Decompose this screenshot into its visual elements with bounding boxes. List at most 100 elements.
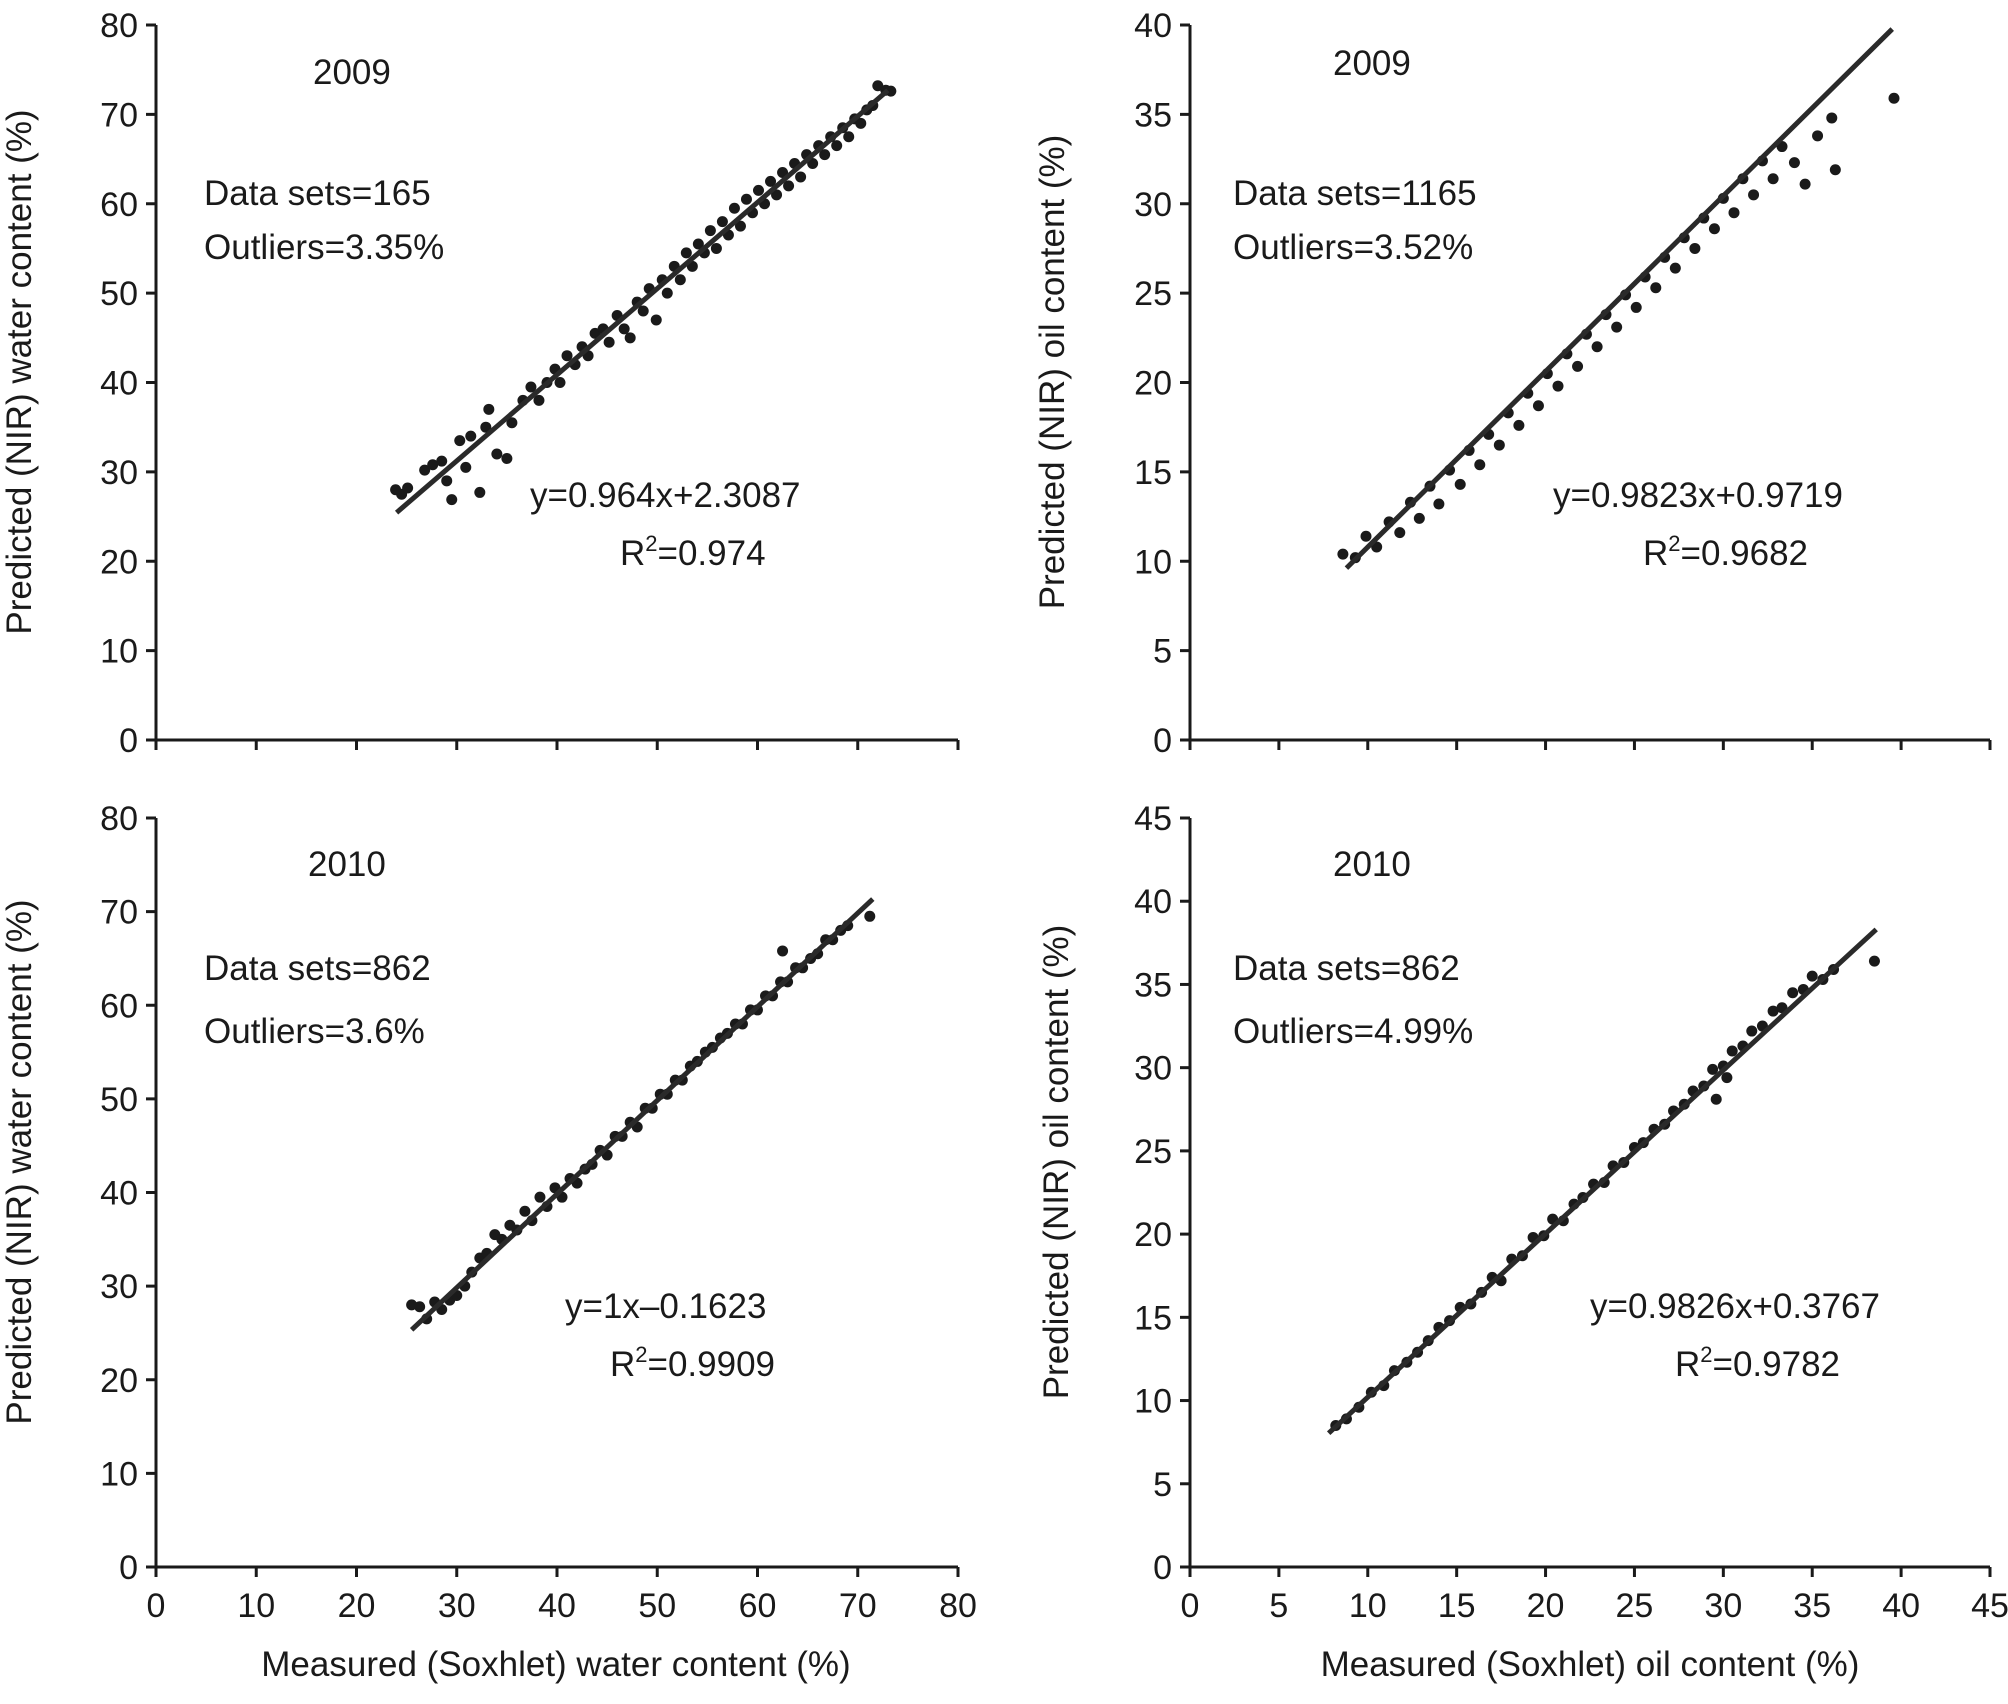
x-tick-label: 40 [538, 1587, 576, 1625]
data-point [554, 377, 566, 388]
data-point [624, 332, 636, 344]
ticks: 0 10 20 30 40 50 60 70 80 0 10 20 30 40 50 60 70 80 [100, 800, 977, 1625]
r-squared-value: =0.9782 [1713, 1345, 1841, 1384]
y-tick-label: 10 [1134, 1383, 1172, 1421]
r-squared-label: R2=0.974 [620, 531, 766, 573]
data-point [843, 131, 855, 143]
x-tick-label: 0 [1181, 1587, 1200, 1625]
x-tick-label: 80 [939, 1587, 977, 1625]
y-tick-label: 70 [100, 894, 138, 932]
data-point [501, 452, 513, 464]
data-point [777, 166, 789, 178]
data-point [1572, 360, 1584, 372]
data-sets-label: Data sets=862 [1233, 949, 1460, 988]
equation-label: y=1x–0.1623 [565, 1287, 766, 1326]
y-tick-label: 10 [100, 633, 138, 671]
data-points [390, 80, 897, 506]
data-point [436, 455, 448, 467]
data-point [1787, 987, 1799, 999]
x-axis-title: Measured (Soxhlet) oil content (%) [1321, 1645, 1860, 1684]
data-point [1826, 112, 1838, 124]
outliers-label: Outliers=3.52% [1233, 228, 1473, 267]
data-point [637, 305, 649, 317]
data-point [1888, 92, 1900, 104]
data-point [704, 225, 716, 237]
data-point [1513, 419, 1525, 431]
r-squared-label: R2=0.9682 [1643, 531, 1808, 573]
data-point [427, 459, 439, 471]
data-point [1433, 498, 1445, 510]
x-tick-label: 20 [338, 1587, 376, 1625]
data-point [483, 403, 495, 415]
data-point [561, 350, 573, 362]
data-point [855, 117, 867, 129]
outliers-label: Outliers=4.99% [1233, 1012, 1473, 1051]
data-point [1337, 548, 1349, 560]
y-tick-label: 35 [1134, 966, 1172, 1004]
data-point [1788, 157, 1800, 169]
data-point [1630, 301, 1642, 313]
data-point [506, 417, 518, 429]
data-point [716, 216, 728, 228]
data-point [1767, 173, 1779, 185]
regression-line [1344, 27, 1894, 570]
y-tick-label: 30 [1134, 1050, 1172, 1088]
data-point [1669, 262, 1681, 274]
data-point [783, 180, 795, 192]
y-tick-label: 60 [100, 186, 138, 224]
y-tick-label: 20 [100, 543, 138, 581]
data-point [1806, 970, 1818, 982]
data-point [753, 184, 765, 196]
data-sets-label: Data sets=862 [204, 949, 431, 988]
r-squared-value: =0.9682 [1681, 534, 1809, 573]
y-tick-label: 10 [1134, 543, 1172, 581]
y-tick-label: 40 [1134, 883, 1172, 921]
data-point [872, 80, 884, 92]
equation-label: y=0.964x+2.3087 [530, 476, 801, 515]
data-point [661, 287, 673, 299]
data-point [650, 314, 662, 326]
y-axis-title: Predicted (NIR) oil content (%) [1033, 135, 1072, 610]
year-label: 2009 [1333, 44, 1411, 83]
data-sets-label: Data sets=1165 [1233, 174, 1477, 213]
data-point [1767, 1005, 1779, 1017]
data-point [1726, 1045, 1738, 1057]
chart-2009-oil: 0 5 10 15 20 25 30 35 40 2009 Data sets=1165 Out… [1033, 7, 1992, 760]
data-point [710, 242, 722, 254]
data-point [519, 1205, 531, 1217]
x-tick-label: 30 [438, 1587, 476, 1625]
y-axis-title: Predicted (NIR) oil content (%) [1037, 925, 1076, 1400]
data-point [1748, 189, 1760, 201]
data-point [777, 945, 789, 957]
x-tick-label: 5 [1269, 1587, 1288, 1625]
x-axis-title: Measured (Soxhlet) water content (%) [261, 1645, 850, 1684]
x-tick-label: 25 [1616, 1587, 1654, 1625]
data-point [692, 238, 704, 250]
y-tick-label: 50 [100, 275, 138, 313]
regression-line [1326, 927, 1878, 1436]
x-tick-label: 45 [1971, 1587, 2008, 1625]
data-point [771, 189, 783, 201]
data-point [765, 175, 777, 187]
data-point [1728, 207, 1740, 219]
y-tick-label: 5 [1153, 633, 1172, 671]
data-point [1746, 1025, 1758, 1037]
equation-label: y=0.9823x+0.9719 [1553, 476, 1843, 515]
equation-label: y=0.9826x+0.3767 [1590, 1287, 1880, 1326]
y-tick-label: 20 [1134, 365, 1172, 403]
data-point [589, 327, 601, 339]
data-point [603, 336, 615, 348]
data-point [402, 482, 414, 494]
y-tick-label: 80 [100, 800, 138, 838]
y-tick-label: 15 [1134, 1299, 1172, 1337]
data-point [446, 494, 458, 506]
x-tick-label: 70 [839, 1587, 877, 1625]
y-tick-label: 35 [1134, 96, 1172, 134]
y-tick-label: 0 [1153, 1549, 1172, 1587]
ticks: 0 5 10 15 20 25 30 35 40 45 0 5 10 15 20 25 30 35 40 45 [1134, 800, 2008, 1625]
y-tick-label: 0 [1153, 722, 1172, 760]
data-point [1532, 400, 1544, 412]
r-squared-value: =0.9909 [648, 1345, 776, 1384]
